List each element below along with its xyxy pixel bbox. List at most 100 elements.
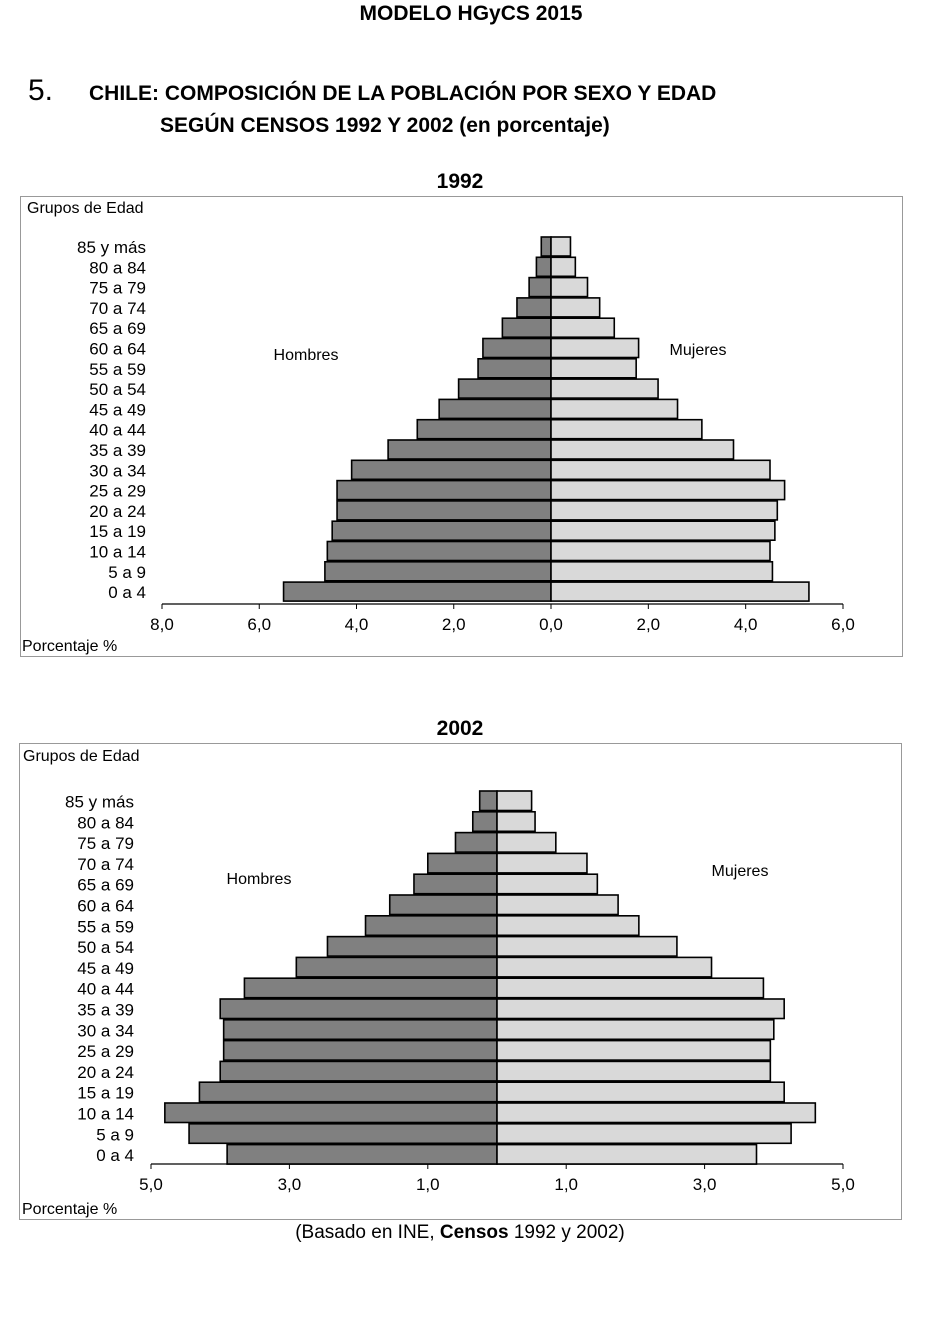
bar-hombres bbox=[336, 500, 552, 521]
age-group-label: 35 a 39 bbox=[89, 441, 146, 460]
bar-mujeres bbox=[496, 1122, 792, 1145]
bar-hombres bbox=[326, 935, 498, 957]
bar-mujeres bbox=[496, 852, 588, 874]
bar-mujeres bbox=[550, 560, 774, 582]
bar-hombres bbox=[219, 1060, 498, 1082]
age-group-label: 20 a 24 bbox=[89, 502, 146, 521]
bar-hombres bbox=[331, 520, 552, 542]
bar-hombres bbox=[222, 1018, 498, 1041]
age-group-label: 65 a 69 bbox=[77, 876, 134, 895]
bar-hombres bbox=[471, 811, 498, 833]
bar-mujeres bbox=[550, 256, 577, 278]
bar-mujeres bbox=[496, 873, 599, 895]
age-group-label: 30 a 34 bbox=[89, 461, 146, 480]
age-group-label: 70 a 74 bbox=[77, 855, 134, 874]
x-tick-label: 3,0 bbox=[278, 1175, 302, 1194]
age-group-label: 80 a 84 bbox=[89, 258, 146, 277]
age-group-label: 75 a 79 bbox=[77, 834, 134, 853]
bar-hombres bbox=[243, 977, 498, 999]
bar-hombres bbox=[416, 418, 552, 440]
bar-mujeres bbox=[496, 1102, 817, 1124]
age-group-label: 70 a 74 bbox=[89, 299, 146, 318]
x-tick-label: 2,0 bbox=[442, 615, 466, 634]
question-title-line2: SEGÚN CENSOS 1992 Y 2002 (en porcentaje) bbox=[160, 114, 610, 137]
population-pyramid-1992: Grupos de Edad Porcentaje % Hombres Mujeres… bbox=[20, 196, 903, 657]
bar-hombres bbox=[457, 378, 552, 399]
bar-hombres bbox=[364, 915, 498, 937]
x-axis-label: Porcentaje % bbox=[22, 638, 117, 655]
bar-mujeres bbox=[496, 1060, 772, 1082]
bar-mujeres bbox=[550, 236, 572, 257]
x-tick-label: 3,0 bbox=[693, 1175, 717, 1194]
bar-mujeres bbox=[496, 956, 713, 978]
x-tick-label: 4,0 bbox=[734, 615, 758, 634]
bar-hombres bbox=[336, 479, 552, 501]
age-group-label: 5 a 9 bbox=[96, 1125, 134, 1144]
age-group-label: 55 a 59 bbox=[89, 360, 146, 379]
population-pyramid-2002: Grupos de Edad Porcentaje % Hombres Mujeres… bbox=[19, 743, 902, 1220]
x-tick-label: 1,0 bbox=[416, 1175, 440, 1194]
question-title-line1: CHILE: COMPOSICIÓN DE LA POBLACIÓN POR S… bbox=[89, 82, 717, 105]
age-group-label: 35 a 39 bbox=[77, 1001, 134, 1020]
bar-hombres bbox=[438, 398, 552, 420]
age-group-label: 0 a 4 bbox=[108, 583, 146, 602]
chart-title-1992: 1992 bbox=[436, 170, 484, 193]
age-group-label: 75 a 79 bbox=[89, 279, 146, 298]
age-group-label: 30 a 34 bbox=[77, 1021, 134, 1040]
bar-mujeres bbox=[550, 337, 640, 359]
bar-mujeres bbox=[550, 439, 735, 460]
bar-hombres bbox=[454, 831, 498, 853]
hombres-label: Hombres bbox=[274, 347, 339, 364]
bar-mujeres bbox=[496, 935, 678, 957]
age-group-label: 40 a 44 bbox=[77, 980, 134, 999]
bar-mujeres bbox=[496, 998, 785, 1020]
bar-hombres bbox=[295, 956, 498, 978]
age-group-label: 10 a 14 bbox=[89, 543, 146, 562]
question-number: 5. bbox=[28, 74, 54, 107]
bar-hombres bbox=[477, 358, 552, 379]
bar-mujeres bbox=[496, 790, 533, 812]
age-group-label: 10 a 14 bbox=[77, 1105, 134, 1124]
bar-mujeres bbox=[550, 317, 616, 338]
page-header: MODELO HGyCS 2015 bbox=[359, 2, 583, 25]
y-axis-label: Grupos de Edad bbox=[27, 200, 144, 217]
source-prefix: (Basado en INE, bbox=[295, 1222, 440, 1243]
age-group-label: 5 a 9 bbox=[108, 563, 146, 582]
age-group-label: 65 a 69 bbox=[89, 319, 146, 338]
age-group-label: 80 a 84 bbox=[77, 813, 134, 832]
age-group-label: 20 a 24 bbox=[77, 1063, 134, 1082]
age-group-label: 85 y más bbox=[65, 793, 134, 812]
bar-hombres bbox=[478, 790, 498, 812]
bar-hombres bbox=[226, 1143, 498, 1165]
bar-hombres bbox=[540, 236, 552, 257]
bar-hombres bbox=[528, 276, 552, 298]
age-group-label: 45 a 49 bbox=[89, 400, 146, 419]
bar-mujeres bbox=[496, 831, 557, 853]
bar-hombres bbox=[482, 337, 552, 359]
x-tick-label: 1,0 bbox=[554, 1175, 578, 1194]
age-group-label: 0 a 4 bbox=[96, 1146, 134, 1165]
bar-mujeres bbox=[550, 520, 776, 542]
age-group-label: 50 a 54 bbox=[89, 380, 146, 399]
x-tick-label: 6,0 bbox=[247, 615, 271, 634]
bar-hombres bbox=[219, 998, 498, 1020]
x-tick-label: 6,0 bbox=[831, 615, 855, 634]
bar-mujeres bbox=[550, 479, 786, 501]
bar-mujeres bbox=[550, 378, 659, 399]
chart-frame bbox=[20, 196, 903, 657]
bar-mujeres bbox=[550, 540, 771, 562]
bar-mujeres bbox=[550, 358, 637, 379]
x-tick-label: 8,0 bbox=[150, 615, 174, 634]
bar-mujeres bbox=[496, 894, 619, 916]
source-bold: Censos bbox=[439, 1222, 509, 1243]
bar-hombres bbox=[501, 317, 552, 338]
source-note: (Basado en INE, Censos 1992 y 2002) bbox=[0, 1222, 920, 1244]
bar-hombres bbox=[282, 581, 552, 602]
bar-mujeres bbox=[550, 500, 779, 521]
bar-hombres bbox=[350, 459, 552, 481]
bar-mujeres bbox=[496, 1081, 785, 1103]
bar-mujeres bbox=[496, 1039, 772, 1061]
age-group-label: 15 a 19 bbox=[77, 1084, 134, 1103]
bar-mujeres bbox=[550, 418, 703, 440]
bar-hombres bbox=[222, 1039, 498, 1061]
